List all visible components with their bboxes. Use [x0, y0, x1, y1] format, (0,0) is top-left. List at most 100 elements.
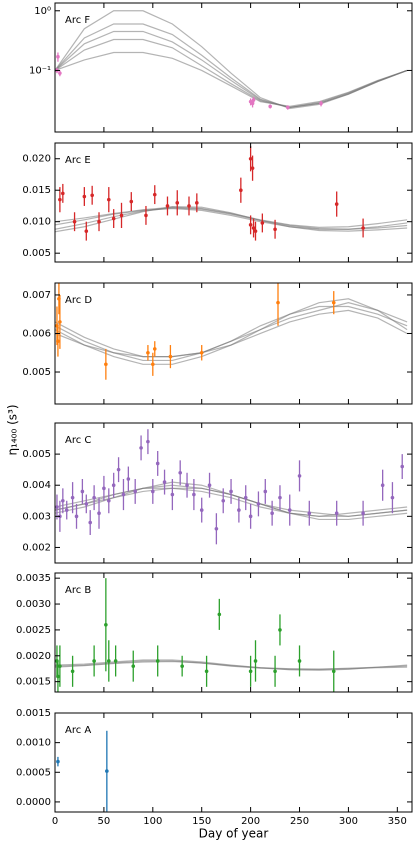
y-axis-label: η₁₄₀₀ (s³) [6, 404, 20, 455]
data-point [88, 520, 93, 525]
model-curve [55, 30, 408, 109]
plot-area [55, 578, 408, 692]
data-point [180, 664, 184, 668]
x-tick-label: 0 [52, 816, 58, 827]
y-tick-label: 0.007 [22, 290, 51, 301]
model-curve [55, 309, 408, 358]
y-tick-label: 0.0030 [16, 599, 51, 610]
data-point [239, 188, 243, 193]
data-point [56, 759, 60, 764]
data-point [217, 612, 222, 617]
data-point [178, 470, 182, 475]
data-point [250, 166, 255, 170]
panel: 0.0000 0.0005 0.0010 0.0015 0 50 100 150 200 250 3… [16, 708, 413, 841]
y-tick-label: 0.015 [22, 185, 51, 196]
data-point [165, 204, 170, 208]
data-point [278, 495, 282, 500]
data-point [334, 511, 339, 516]
data-point [331, 300, 336, 305]
data-point [155, 461, 160, 466]
data-point [260, 221, 265, 225]
data-point [251, 98, 256, 102]
data-point [121, 492, 126, 497]
panel: 0.005 0.010 0.015 0.020 Arc E [22, 142, 413, 263]
data-point [199, 350, 204, 355]
panel: 10⁰ 10⁻¹ Arc F [29, 2, 413, 133]
data-point [307, 511, 312, 516]
y-tick-label: 0.004 [22, 480, 51, 491]
y-tick-label: 0.002 [22, 542, 51, 553]
y-tick-label: 0.020 [22, 154, 51, 165]
panel: 0.005 0.006 0.007 Arc D [22, 282, 413, 405]
data-point [270, 511, 274, 516]
data-point [152, 192, 157, 197]
panel-label: Arc D [65, 295, 92, 306]
data-point [113, 659, 118, 663]
y-tick-label: 0.0015 [16, 677, 51, 688]
y-tick-label: 0.006 [22, 328, 51, 339]
data-point [106, 498, 111, 503]
data-point [82, 194, 87, 199]
data-point [361, 226, 365, 230]
data-point [56, 674, 60, 679]
y-tick-label: 0.005 [22, 367, 51, 378]
data-point [175, 201, 180, 205]
data-point [192, 492, 196, 497]
data-point [162, 480, 167, 484]
panel-label: Arc C [65, 435, 91, 446]
data-point [58, 71, 62, 75]
data-point [170, 492, 175, 497]
data-point [80, 489, 85, 494]
panel-label: Arc F [65, 15, 90, 26]
data-point [131, 664, 136, 668]
data-point [102, 486, 106, 491]
data-point [72, 219, 77, 224]
data-point [155, 659, 160, 663]
data-point [263, 489, 268, 494]
data-point [116, 467, 121, 472]
data-point [400, 464, 405, 469]
data-point [146, 439, 150, 444]
data-point [97, 511, 101, 516]
data-point [61, 191, 65, 196]
data-point [390, 495, 395, 500]
panel: 0.0015 0.0020 0.0025 0.0030 0.0035 Arc B [16, 572, 413, 693]
x-axis-label: Day of year [199, 827, 269, 841]
data-point [106, 197, 111, 202]
axes-frame [54, 422, 413, 564]
data-point [119, 213, 124, 218]
data-point [104, 622, 108, 627]
x-tick-label: 250 [290, 816, 309, 827]
data-point [92, 495, 96, 500]
data-point [243, 495, 248, 500]
data-point [74, 514, 79, 519]
data-point [57, 296, 61, 301]
y-tick-label: 0.0005 [16, 767, 51, 778]
data-point [285, 105, 290, 110]
model-curve [55, 51, 408, 107]
data-point [70, 495, 75, 500]
data-point [104, 362, 108, 367]
data-point [268, 104, 272, 109]
y-tick-label: 10⁰ [34, 6, 51, 17]
data-point [97, 219, 101, 224]
x-tick-label: 50 [98, 816, 111, 827]
data-point [152, 347, 157, 351]
data-point [146, 350, 150, 355]
data-point [297, 659, 302, 663]
axes-frame [54, 142, 413, 263]
data-point [204, 669, 209, 674]
data-point [256, 502, 261, 506]
plot-area [55, 10, 408, 110]
data-point [139, 446, 143, 450]
x-tick-label: 300 [339, 816, 358, 827]
axes-frame [54, 282, 413, 405]
data-point [55, 505, 59, 509]
model-curve [55, 23, 408, 109]
data-point [64, 508, 69, 512]
data-point [251, 226, 256, 230]
plot-area [56, 730, 109, 812]
data-point [84, 229, 89, 233]
data-point [278, 628, 282, 632]
y-tick-label: 10⁻¹ [29, 65, 51, 76]
